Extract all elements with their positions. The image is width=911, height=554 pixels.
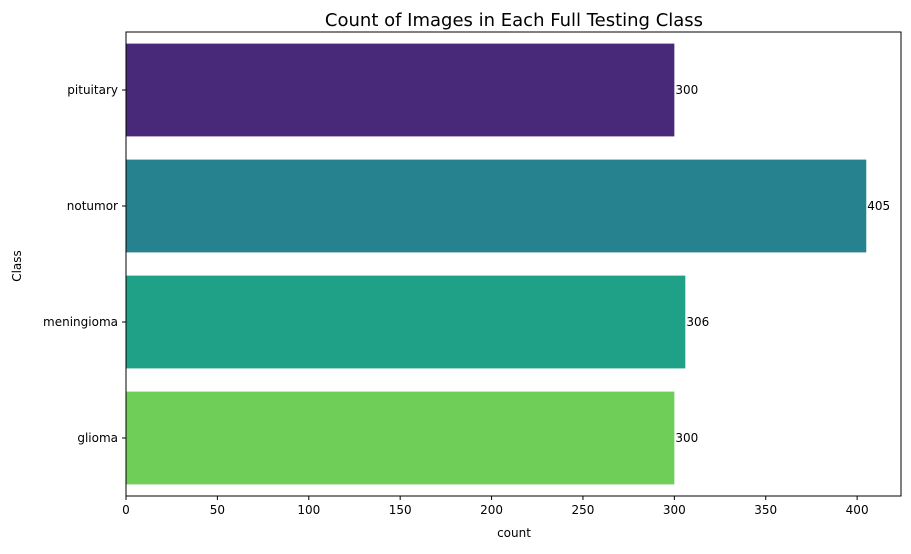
value-label-notumor: 405: [867, 199, 890, 213]
chart-title: Count of Images in Each Full Testing Cla…: [325, 10, 703, 31]
x-axis-label: count: [497, 526, 531, 540]
x-tick-label: 200: [480, 503, 503, 517]
y-tick-label: meningioma: [43, 315, 118, 329]
y-tick-label: pituitary: [67, 83, 118, 97]
x-tick-label: 300: [663, 503, 686, 517]
x-tick-label: 100: [297, 503, 320, 517]
value-label-meningioma: 306: [686, 315, 709, 329]
y-tick-label: notumor: [67, 199, 118, 213]
bar-pituitary: [126, 43, 675, 137]
value-label-pituitary: 300: [675, 83, 698, 97]
plot-frame: [125, 31, 902, 497]
value-label-glioma: 300: [675, 431, 698, 445]
y-axis-ticks: pituitary notumor meningioma glioma: [43, 83, 126, 445]
bar-glioma: [126, 391, 675, 485]
x-tick-label: 350: [754, 503, 777, 517]
bar-notumor: [126, 159, 867, 253]
bar-meningioma: [126, 275, 686, 369]
x-tick-label: 400: [846, 503, 869, 517]
x-axis-ticks: 0 50 100 150 200 250 300 350 400: [122, 496, 869, 517]
x-tick-label: 0: [122, 503, 130, 517]
x-tick-label: 50: [210, 503, 225, 517]
value-labels-group: 300 405 306 300: [675, 83, 890, 445]
y-axis-label: Class: [10, 250, 24, 282]
bars-group: [126, 43, 867, 485]
y-tick-label: glioma: [77, 431, 118, 445]
x-tick-label: 250: [572, 503, 595, 517]
x-tick-label: 150: [389, 503, 412, 517]
